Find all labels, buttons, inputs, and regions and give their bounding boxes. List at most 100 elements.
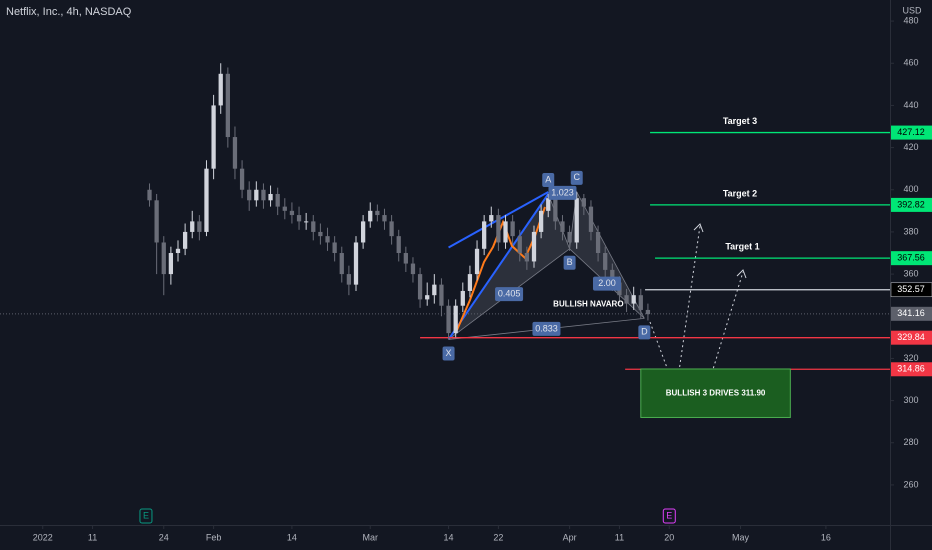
currency: USD bbox=[902, 5, 922, 15]
candle-body bbox=[154, 200, 159, 243]
x-tick-label: 24 bbox=[159, 532, 169, 542]
arrow-head bbox=[736, 269, 747, 279]
candle-body bbox=[325, 236, 330, 243]
candle-body bbox=[239, 168, 245, 190]
level-label: Target 2 bbox=[723, 188, 757, 198]
candle-body bbox=[425, 295, 430, 300]
candle-body bbox=[446, 305, 451, 334]
candle-body bbox=[353, 242, 359, 285]
price-tag bbox=[891, 330, 932, 345]
candle-body bbox=[225, 73, 230, 138]
candle-body bbox=[603, 253, 608, 270]
price-tag-label: 427.12 bbox=[897, 127, 925, 137]
x-tick-label: 14 bbox=[287, 532, 297, 542]
price-tag-label: 352.57 bbox=[897, 284, 925, 294]
candle-body bbox=[247, 189, 252, 201]
point-label: A bbox=[545, 174, 551, 184]
candle-body bbox=[560, 221, 565, 232]
price-tag-label: 314.86 bbox=[897, 364, 925, 374]
y-tick-label: 440 bbox=[903, 100, 918, 110]
candle-body bbox=[168, 253, 174, 275]
pattern-name: BULLISH NAVARO bbox=[553, 299, 623, 308]
candle-body bbox=[574, 198, 579, 243]
candle-body bbox=[467, 274, 473, 291]
event-marker bbox=[139, 508, 153, 524]
candle-body bbox=[339, 253, 344, 275]
point-label: C bbox=[573, 172, 580, 182]
candle-body bbox=[638, 295, 643, 310]
candle-body bbox=[204, 168, 209, 232]
x-tick-label: 20 bbox=[664, 532, 674, 542]
y-tick-label: 320 bbox=[903, 353, 918, 363]
price-tag bbox=[890, 282, 932, 298]
price-tag bbox=[891, 306, 932, 321]
candle-body bbox=[332, 242, 337, 254]
x-tick-label: 16 bbox=[821, 532, 831, 542]
candle-body bbox=[147, 189, 152, 201]
candle-body bbox=[375, 210, 380, 216]
event-label: E bbox=[143, 510, 149, 520]
y-tick-label: 420 bbox=[903, 142, 918, 152]
candle-body bbox=[645, 309, 651, 315]
price-tag bbox=[891, 197, 932, 212]
event-marker bbox=[662, 508, 676, 524]
candle-body bbox=[218, 73, 223, 106]
candle-body bbox=[232, 137, 238, 169]
point-box bbox=[570, 170, 583, 185]
candle-body bbox=[517, 236, 522, 254]
candle-body bbox=[524, 253, 530, 262]
candle-body bbox=[197, 221, 202, 232]
level-label: Target 1 bbox=[725, 242, 759, 252]
candle-body bbox=[182, 231, 188, 249]
candle-body bbox=[439, 284, 444, 306]
candle-body bbox=[311, 221, 316, 232]
ratio-box bbox=[532, 321, 561, 336]
price-tag bbox=[891, 125, 932, 140]
ratio-box bbox=[548, 185, 577, 200]
x-tick-label: Feb bbox=[206, 532, 222, 542]
ratio-box bbox=[592, 276, 621, 291]
candle-body bbox=[254, 189, 259, 201]
y-tick-label: 480 bbox=[903, 15, 918, 25]
y-tick-label: 380 bbox=[903, 226, 918, 236]
x-tick-label: 2022 bbox=[33, 532, 53, 542]
target-box-label: BULLISH 3 DRIVES 311.90 bbox=[666, 388, 766, 397]
ratio-label: 0.833 bbox=[535, 323, 558, 333]
candle-body bbox=[482, 221, 487, 249]
candle-body bbox=[289, 210, 295, 216]
chart-title: Netflix, Inc., 4h, NASDAQ bbox=[6, 6, 132, 18]
pattern-leg bbox=[447, 193, 550, 341]
price-tag-label: 341.16 bbox=[897, 308, 925, 318]
candle-body bbox=[368, 210, 373, 222]
candle-body bbox=[296, 215, 302, 222]
price-tag bbox=[891, 362, 932, 377]
y-tick-label: 280 bbox=[903, 437, 918, 447]
x-tick-label: Mar bbox=[362, 532, 378, 542]
y-tick-label: 360 bbox=[903, 268, 918, 278]
price-tag-label: 392.82 bbox=[897, 199, 925, 209]
x-tick-label: 22 bbox=[493, 532, 503, 542]
candle-body bbox=[190, 221, 195, 232]
event-label: E bbox=[666, 510, 672, 520]
candle-body bbox=[432, 284, 437, 296]
candle-body bbox=[417, 274, 423, 300]
candle-body bbox=[410, 263, 416, 275]
candle-body bbox=[175, 248, 181, 254]
candle-body bbox=[268, 193, 273, 201]
y-tick-label: 460 bbox=[903, 58, 918, 68]
x-tick-label: 11 bbox=[615, 532, 624, 542]
candle-body bbox=[496, 215, 501, 243]
ratio-label: 2.00 bbox=[598, 278, 616, 288]
candle-body bbox=[610, 269, 615, 283]
ratio-box bbox=[495, 287, 524, 302]
y-tick-label: 260 bbox=[903, 479, 918, 489]
candle-body bbox=[538, 210, 544, 232]
point-box bbox=[563, 255, 576, 270]
arrow-head bbox=[693, 223, 704, 233]
candle-body bbox=[275, 193, 280, 207]
candle-body bbox=[489, 215, 494, 222]
x-tick-label: May bbox=[732, 532, 750, 542]
candle-body bbox=[546, 198, 551, 211]
level-label: Target 3 bbox=[723, 116, 757, 126]
